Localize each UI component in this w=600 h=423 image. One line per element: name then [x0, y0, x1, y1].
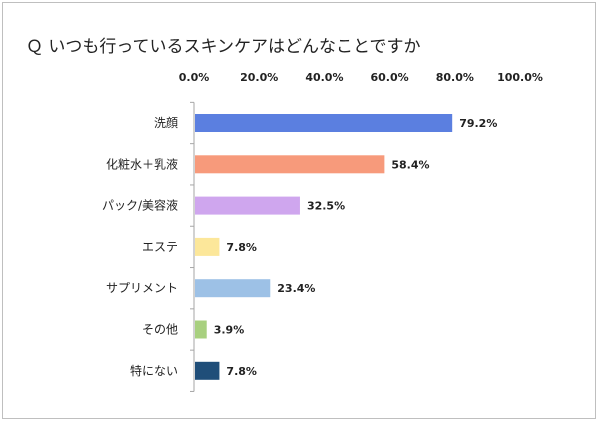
- data-label: 32.5%: [307, 200, 345, 213]
- x-tick-label: 80.0%: [436, 71, 474, 84]
- x-tick-label: 60.0%: [371, 71, 409, 84]
- bar: [195, 114, 453, 132]
- x-tick-label: 40.0%: [305, 71, 343, 84]
- category-label: その他: [142, 323, 178, 337]
- x-tick-label: 100.0%: [497, 71, 543, 84]
- bar: [195, 361, 220, 380]
- bar: [195, 320, 207, 339]
- data-label: 23.4%: [277, 282, 315, 295]
- bar: [195, 155, 385, 174]
- data-label: 7.8%: [226, 241, 257, 254]
- data-label: 7.8%: [226, 365, 257, 378]
- bar: [195, 237, 220, 256]
- bar: [195, 279, 271, 298]
- category-label: 洗顔: [154, 115, 178, 130]
- bar: [195, 196, 300, 215]
- category-label: エステ: [142, 240, 178, 254]
- category-label: パック/美容液: [102, 198, 178, 213]
- data-label: 58.4%: [391, 158, 429, 171]
- chart-title: Ｑ いつも行っているスキンケアはどんなことですか: [26, 37, 421, 57]
- category-label: 化粧水＋乳液: [106, 156, 178, 171]
- category-label: サプリメント: [106, 281, 178, 295]
- x-tick-label: 0.0%: [179, 71, 210, 84]
- data-label: 79.2%: [459, 117, 497, 130]
- data-label: 3.9%: [214, 324, 245, 337]
- category-label: 特にない: [130, 363, 178, 378]
- x-tick-label: 20.0%: [240, 71, 278, 84]
